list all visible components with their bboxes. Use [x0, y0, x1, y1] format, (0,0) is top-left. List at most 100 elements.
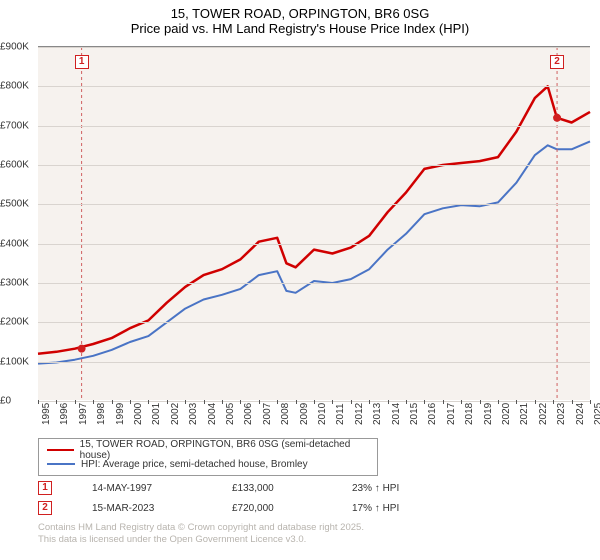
x-tick-label: 2020	[501, 403, 512, 425]
x-tick	[516, 400, 517, 404]
x-tick	[443, 400, 444, 404]
y-tick-label: £700K	[0, 120, 36, 131]
sale-marker-1: 1	[38, 481, 52, 495]
x-tick	[406, 400, 407, 404]
x-tick-label: 2024	[575, 403, 586, 425]
x-tick	[498, 400, 499, 404]
x-tick-label: 2019	[483, 403, 494, 425]
y-tick-label: £500K	[0, 199, 36, 210]
sale-price-1: £133,000	[232, 483, 312, 494]
sale-hpi-1: 23% ↑ HPI	[352, 483, 432, 494]
x-tick-label: 2017	[446, 403, 457, 425]
x-tick	[240, 400, 241, 404]
x-tick-label: 2022	[538, 403, 549, 425]
y-tick-label: £200K	[0, 317, 36, 328]
copyright: Contains HM Land Registry data © Crown c…	[38, 522, 364, 547]
y-tick-label: £900K	[0, 42, 36, 53]
x-tick-label: 2002	[170, 403, 181, 425]
x-tick	[93, 400, 94, 404]
x-tick-label: 2010	[317, 403, 328, 425]
legend-label-hpi: HPI: Average price, semi-detached house,…	[81, 459, 308, 470]
copyright-line1: Contains HM Land Registry data © Crown c…	[38, 522, 364, 534]
x-tick	[332, 400, 333, 404]
y-tick-label: £600K	[0, 160, 36, 171]
x-tick	[296, 400, 297, 404]
y-gridline	[38, 362, 590, 363]
y-tick-label: £100K	[0, 356, 36, 367]
x-tick	[277, 400, 278, 404]
x-tick-label: 2001	[151, 403, 162, 425]
legend: 15, TOWER ROAD, ORPINGTON, BR6 0SG (semi…	[38, 438, 378, 476]
x-tick	[369, 400, 370, 404]
legend-row-property: 15, TOWER ROAD, ORPINGTON, BR6 0SG (semi…	[47, 443, 369, 457]
x-tick-label: 2023	[556, 403, 567, 425]
x-tick	[480, 400, 481, 404]
x-tick	[56, 400, 57, 404]
x-tick-label: 1999	[115, 403, 126, 425]
x-tick	[351, 400, 352, 404]
y-gridline	[38, 204, 590, 205]
marker-box-1: 1	[75, 55, 89, 69]
marker-box-2: 2	[550, 55, 564, 69]
x-tick-label: 2014	[391, 403, 402, 425]
x-tick-label: 2005	[225, 403, 236, 425]
x-tick	[461, 400, 462, 404]
y-tick-label: £400K	[0, 238, 36, 249]
y-gridline	[38, 283, 590, 284]
sale-row-1: 1 14-MAY-1997 £133,000 23% ↑ HPI	[38, 478, 590, 498]
x-tick-label: 2013	[372, 403, 383, 425]
series-hpi	[38, 141, 590, 363]
y-tick-label: £300K	[0, 278, 36, 289]
x-tick	[222, 400, 223, 404]
sale-date-1: 14-MAY-1997	[92, 483, 192, 494]
x-tick-label: 2011	[335, 403, 346, 425]
x-tick-label: 1997	[78, 403, 89, 425]
x-tick	[148, 400, 149, 404]
x-tick	[185, 400, 186, 404]
x-tick	[259, 400, 260, 404]
x-tick-label: 2018	[464, 403, 475, 425]
marker-dot-1	[78, 345, 86, 353]
sale-date-2: 15-MAR-2023	[92, 503, 192, 514]
y-tick-label: £0	[0, 396, 36, 407]
x-tick	[424, 400, 425, 404]
x-tick	[572, 400, 573, 404]
y-gridline	[38, 165, 590, 166]
x-tick-label: 2012	[354, 403, 365, 425]
x-tick-label: 2000	[133, 403, 144, 425]
chart-svg	[38, 47, 590, 400]
copyright-line2: This data is licensed under the Open Gov…	[38, 534, 364, 546]
title-block: 15, TOWER ROAD, ORPINGTON, BR6 0SG Price…	[0, 0, 600, 38]
x-tick	[75, 400, 76, 404]
x-tick	[388, 400, 389, 404]
x-tick-label: 2021	[519, 403, 530, 425]
chart-container: 15, TOWER ROAD, ORPINGTON, BR6 0SG Price…	[0, 0, 600, 560]
sale-rows: 1 14-MAY-1997 £133,000 23% ↑ HPI 2 15-MA…	[38, 478, 590, 518]
chart-plot-area: £0£100K£200K£300K£400K£500K£600K£700K£80…	[38, 46, 590, 400]
x-tick-label: 1998	[96, 403, 107, 425]
sale-price-2: £720,000	[232, 503, 312, 514]
y-gridline	[38, 47, 590, 48]
sale-hpi-2: 17% ↑ HPI	[352, 503, 432, 514]
title-address: 15, TOWER ROAD, ORPINGTON, BR6 0SG	[0, 6, 600, 21]
x-tick-label: 2015	[409, 403, 420, 425]
x-tick-label: 1995	[41, 403, 52, 425]
y-gridline	[38, 322, 590, 323]
x-tick-label: 2004	[207, 403, 218, 425]
x-tick	[314, 400, 315, 404]
x-tick	[553, 400, 554, 404]
title-subtitle: Price paid vs. HM Land Registry's House …	[0, 21, 600, 36]
x-tick-label: 2007	[262, 403, 273, 425]
x-tick-label: 1996	[59, 403, 70, 425]
y-gridline	[38, 86, 590, 87]
legend-swatch-property	[47, 449, 74, 452]
x-tick-label: 2008	[280, 403, 291, 425]
sale-row-2: 2 15-MAR-2023 £720,000 17% ↑ HPI	[38, 498, 590, 518]
x-tick	[167, 400, 168, 404]
x-tick-label: 2009	[299, 403, 310, 425]
x-tick-label: 2025	[593, 403, 600, 425]
x-tick	[130, 400, 131, 404]
x-tick	[535, 400, 536, 404]
x-tick	[204, 400, 205, 404]
x-tick	[112, 400, 113, 404]
